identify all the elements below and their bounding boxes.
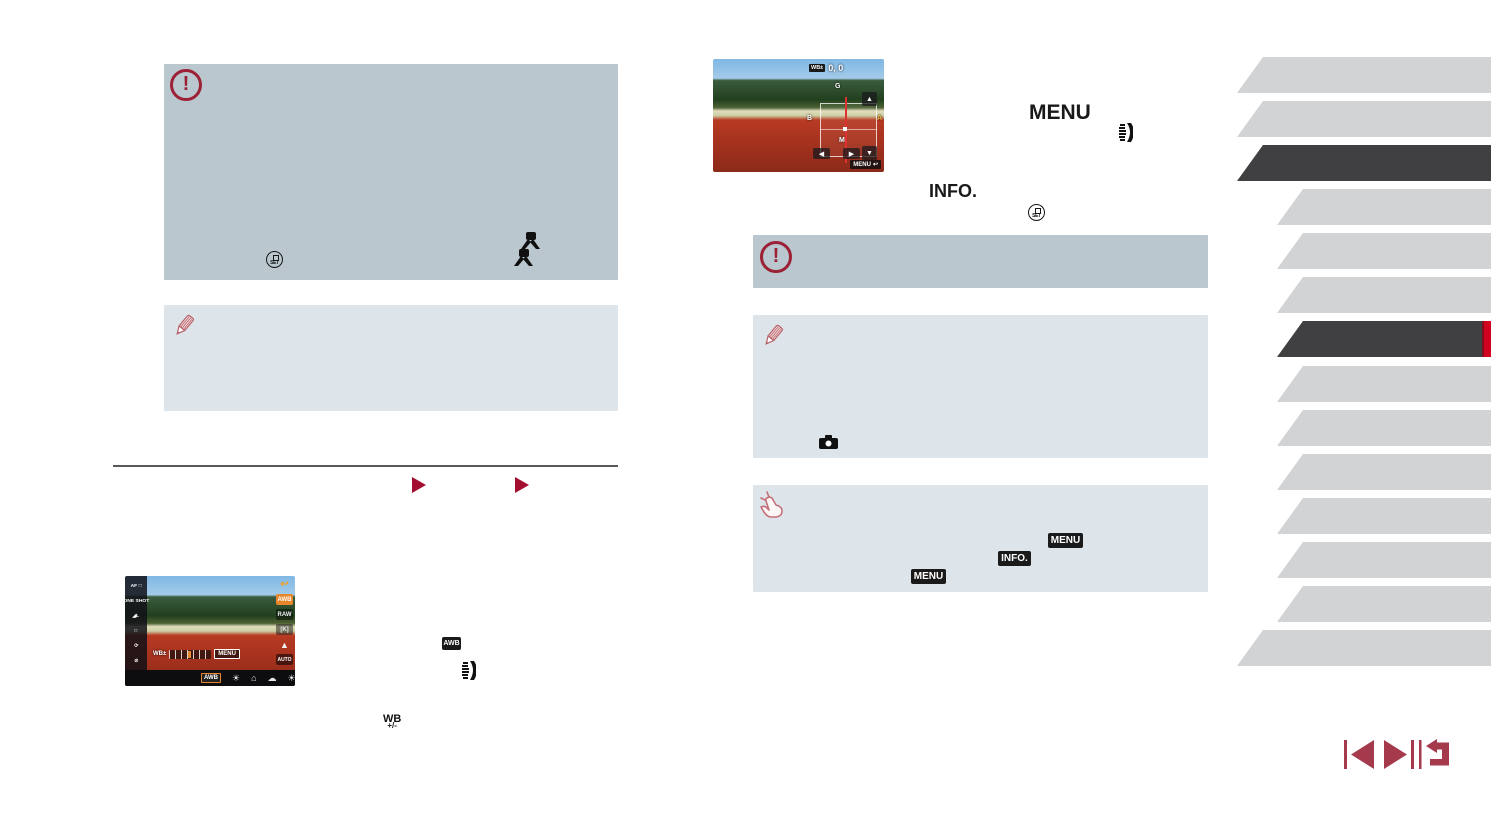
wb-correction-title: WB± 0, 0	[809, 63, 844, 73]
info-badge: INFO.	[998, 551, 1031, 566]
sidebar-tab-9[interactable]	[1277, 410, 1491, 446]
sidebar-tab-8[interactable]	[1277, 366, 1491, 402]
control-dial-icon	[462, 661, 476, 680]
quick-menu-item: ⟳	[133, 642, 139, 649]
mode-arrow-icon	[412, 477, 426, 493]
next-page-button[interactable]	[1382, 738, 1414, 771]
sidebar-tab-12[interactable]	[1277, 542, 1491, 578]
set-button-icon: SET	[266, 251, 283, 268]
wb-correction-screenshot: WB± 0, 0 G B A M ▲ ▼ ◀ ▶ MENU ↩	[713, 59, 884, 172]
axis-label-a: A	[877, 115, 883, 122]
quick-menu-right-icons: ↩ AWB RAW [K] ▲ AUTO	[274, 576, 295, 670]
sidebar-tab-7[interactable]	[1277, 321, 1491, 357]
wb-preset-icon: ☀	[232, 672, 241, 683]
quick-menu-item: □	[134, 627, 138, 634]
touch-note-box: MENU INFO. MENU	[753, 485, 1208, 592]
touch-hand-icon	[760, 491, 783, 518]
quick-menu-item: [K]	[276, 624, 293, 635]
sidebar-tab-10[interactable]	[1277, 454, 1491, 490]
sidebar-tab-2[interactable]	[1237, 101, 1491, 137]
sidebar-tab-6[interactable]	[1277, 277, 1491, 313]
quick-menu-item: AUTO	[276, 654, 293, 665]
sidebar-tab-5[interactable]	[1277, 233, 1491, 269]
wb-preset-icon: ☁	[267, 672, 277, 683]
axis-label-g: G	[835, 83, 841, 90]
quick-menu-item: ONE SHOT	[125, 597, 149, 604]
quick-menu-item: ↩	[280, 579, 289, 590]
previous-page-button[interactable]	[1344, 738, 1376, 771]
pencil-icon	[176, 314, 195, 335]
quick-menu-item: ▲	[280, 639, 289, 650]
down-arrow-button: ▼	[862, 146, 877, 160]
quick-menu-item: ⊘	[133, 657, 139, 664]
mode-arrow-icon	[515, 477, 529, 493]
warning-icon: !	[760, 241, 792, 273]
wb-slider	[169, 649, 212, 659]
set-button-icon: SET	[1028, 204, 1045, 221]
menu-return-badge: MENU ↩	[850, 160, 881, 169]
left-arrow-button: ◀	[813, 148, 830, 159]
note-box-left	[164, 305, 618, 411]
axis-label-m: M	[839, 137, 845, 144]
axis-label-b: B	[807, 115, 813, 122]
camera-icon	[819, 435, 838, 449]
wb-label: WB±	[153, 651, 167, 657]
quick-menu-screenshot: AF □ ONE SHOT ◢L □ ⟳ ⊘ ↩ AWB RAW [K] ▲ AUTO WB± ME…	[125, 576, 295, 686]
current-section-indicator	[1482, 321, 1491, 357]
menu-badge: MENU	[911, 569, 946, 584]
warning-box-right: !	[753, 235, 1208, 288]
quick-menu-item: AF □	[130, 582, 142, 589]
warning-box-left: ! SET	[164, 64, 618, 280]
sidebar-tab-14[interactable]	[1237, 630, 1491, 666]
menu-badge: MENU	[214, 649, 240, 659]
wb-preset-icon: ⌂	[251, 673, 257, 683]
quick-menu-item: RAW	[276, 609, 293, 620]
return-button[interactable]	[1419, 737, 1451, 770]
section-divider	[113, 465, 618, 467]
wb-adjust-row: WB± MENU	[153, 648, 240, 660]
quick-menu-item: ◢L	[132, 612, 140, 619]
wb-options-bar: AWB ☀ ⌂ ☁ ☀	[125, 670, 295, 686]
warning-icon: !	[170, 69, 202, 101]
quick-menu-left-icons: AF □ ONE SHOT ◢L □ ⟳ ⊘	[125, 576, 149, 670]
camera-tripod-icon	[521, 232, 540, 249]
pencil-icon	[765, 324, 784, 345]
up-arrow-button: ▲	[862, 92, 877, 106]
sidebar-tab-4[interactable]	[1277, 189, 1491, 225]
menu-badge: MENU	[1048, 533, 1083, 548]
sidebar-tab-11[interactable]	[1277, 498, 1491, 534]
menu-button-text: MENU	[1029, 101, 1091, 124]
wb-marker	[843, 127, 847, 131]
awb-badge-icon: AWB	[442, 637, 461, 650]
sidebar-tab-13[interactable]	[1277, 586, 1491, 622]
info-button-text: INFO.	[929, 181, 977, 201]
sidebar-tab-1[interactable]	[1237, 57, 1491, 93]
control-dial-icon	[1119, 123, 1133, 142]
wb-preset-icon: ☀	[287, 672, 295, 683]
right-arrow-button: ▶	[843, 148, 860, 159]
quick-menu-item: AWB	[276, 594, 293, 605]
wb-badge: WB±	[809, 64, 826, 72]
wb-grid-hline	[820, 129, 877, 130]
awb-selected-badge: AWB	[201, 673, 221, 683]
note-box-right	[753, 315, 1208, 458]
wb-shift-icon: WB +/-	[383, 713, 402, 730]
camera-tripod-icon	[514, 249, 533, 266]
sidebar-tab-3[interactable]	[1237, 145, 1491, 181]
